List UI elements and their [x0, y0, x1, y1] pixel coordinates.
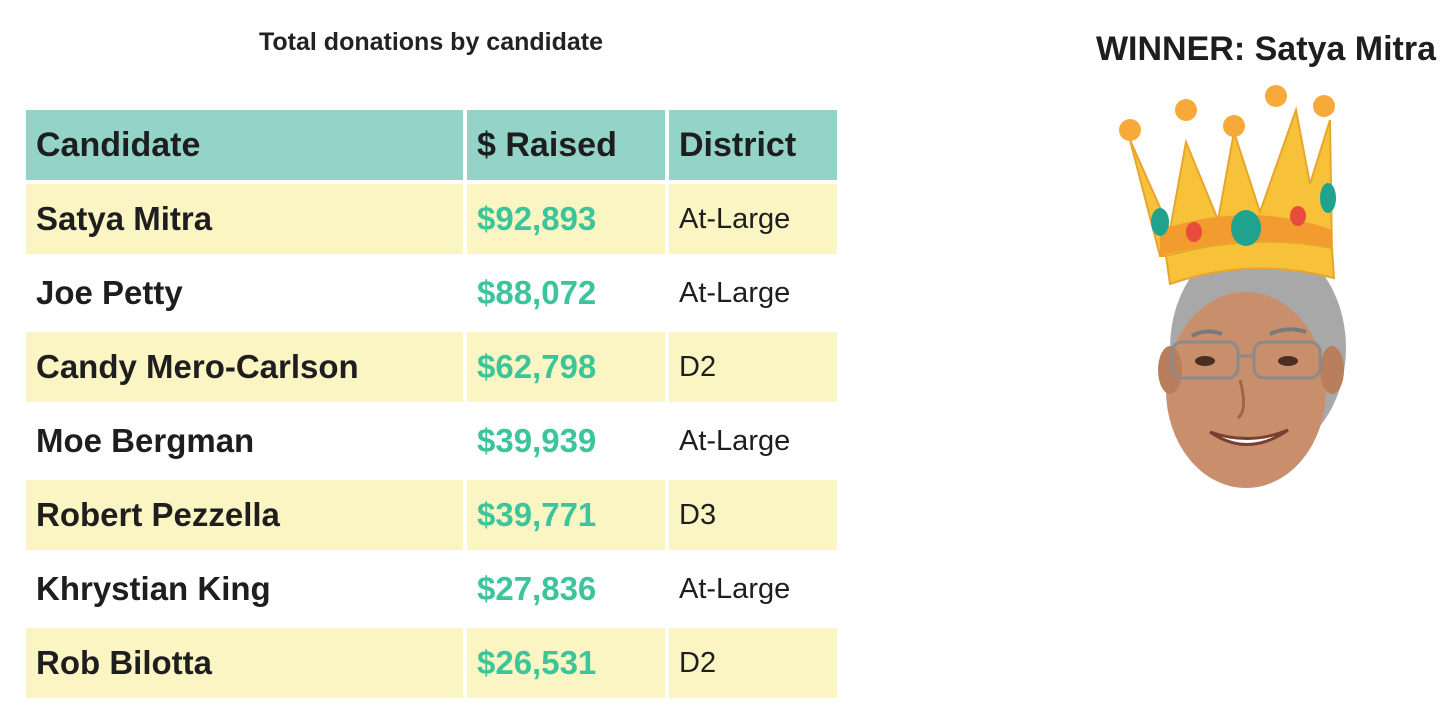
- amount-raised-cell: $39,771: [467, 480, 665, 550]
- table-row: Candy Mero-Carlson $62,798 D2: [26, 332, 837, 402]
- district-cell: At-Large: [669, 258, 837, 328]
- table-row: Moe Bergman $39,939 At-Large: [26, 406, 837, 476]
- amount-raised-cell: $27,836: [467, 554, 665, 624]
- crown-icon: [1119, 85, 1336, 286]
- table-row: Khrystian King $27,836 At-Large: [26, 554, 837, 624]
- table-row: Satya Mitra $92,893 At-Large: [26, 184, 837, 254]
- district-cell: At-Large: [669, 184, 837, 254]
- district-cell: D2: [669, 628, 837, 698]
- table-title: Total donations by candidate: [258, 28, 603, 56]
- candidate-name-cell: Joe Petty: [26, 258, 463, 328]
- amount-raised-cell: $92,893: [467, 184, 665, 254]
- candidate-name-cell: Candy Mero-Carlson: [26, 332, 463, 402]
- district-cell: At-Large: [669, 406, 837, 476]
- table-row: Rob Bilotta $26,531 D2: [26, 628, 837, 698]
- table-row: Joe Petty $88,072 At-Large: [26, 258, 837, 328]
- column-header-raised: $ Raised: [467, 110, 665, 180]
- winner-face-photo: [1158, 238, 1346, 488]
- candidate-name-cell: Robert Pezzella: [26, 480, 463, 550]
- candidate-name-cell: Rob Bilotta: [26, 628, 463, 698]
- amount-raised-cell: $26,531: [467, 628, 665, 698]
- column-header-district: District: [669, 110, 837, 180]
- district-cell: At-Large: [669, 554, 837, 624]
- amount-raised-cell: $62,798: [467, 332, 665, 402]
- candidate-name-cell: Moe Bergman: [26, 406, 463, 476]
- table-row: Robert Pezzella $39,771 D3: [26, 480, 837, 550]
- winner-title: WINNER: Satya Mitra: [1095, 30, 1437, 68]
- candidate-name-cell: Satya Mitra: [26, 184, 463, 254]
- table-header-row: Candidate $ Raised District: [26, 110, 837, 180]
- amount-raised-cell: $39,939: [467, 406, 665, 476]
- district-cell: D2: [669, 332, 837, 402]
- column-header-candidate: Candidate: [26, 110, 463, 180]
- winner-graphic: [1119, 85, 1346, 488]
- candidate-name-cell: Khrystian King: [26, 554, 463, 624]
- amount-raised-cell: $88,072: [467, 258, 665, 328]
- donations-table: Candidate $ Raised District Satya Mitra …: [22, 106, 841, 702]
- district-cell: D3: [669, 480, 837, 550]
